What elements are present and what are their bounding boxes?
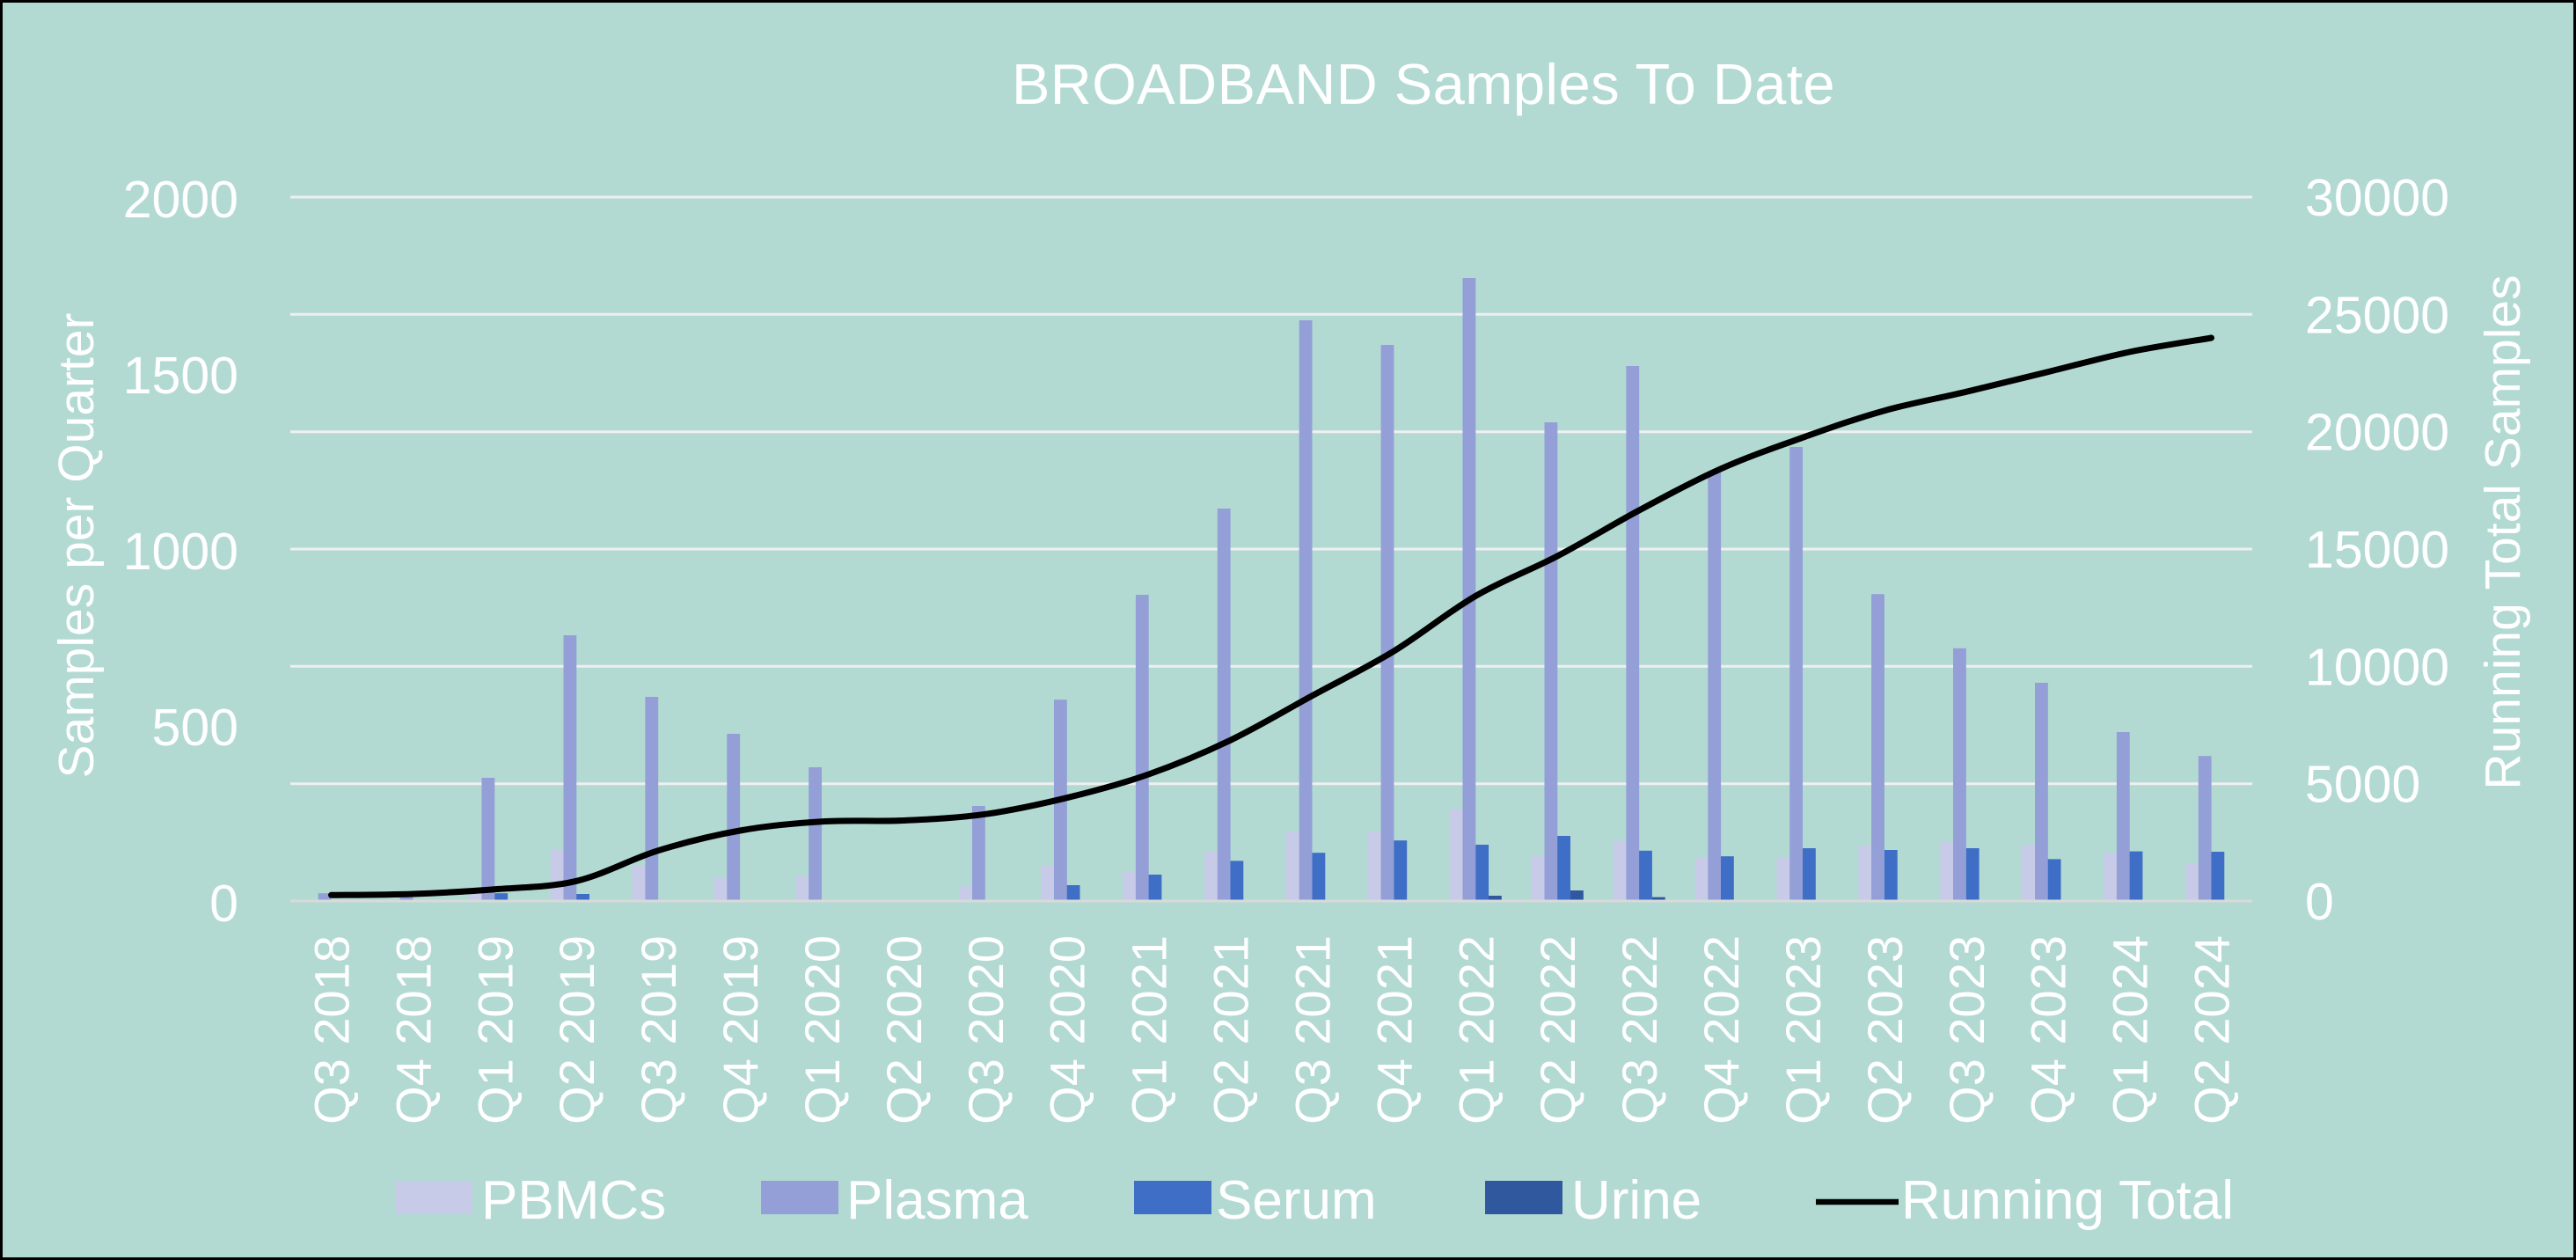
svg-text:25000: 25000 — [2305, 286, 2449, 344]
svg-text:2000: 2000 — [123, 171, 238, 229]
svg-text:Q2 2019: Q2 2019 — [549, 935, 604, 1124]
svg-text:Q1 2023: Q1 2023 — [1775, 935, 1831, 1124]
svg-text:500: 500 — [152, 699, 238, 757]
svg-text:5000: 5000 — [2305, 756, 2420, 814]
svg-text:15000: 15000 — [2305, 521, 2449, 579]
svg-text:0: 0 — [209, 875, 238, 933]
svg-text:Q3 2020: Q3 2020 — [958, 935, 1014, 1124]
svg-text:Q4 2018: Q4 2018 — [385, 935, 441, 1124]
svg-text:Q4 2023: Q4 2023 — [2021, 935, 2076, 1124]
svg-text:Q2 2022: Q2 2022 — [1530, 935, 1585, 1124]
svg-text:Q4 2022: Q4 2022 — [1694, 935, 1749, 1124]
svg-text:Q3 2023: Q3 2023 — [1939, 935, 1994, 1124]
svg-text:Q1 2024: Q1 2024 — [2103, 935, 2158, 1124]
svg-text:Q4 2021: Q4 2021 — [1366, 935, 1422, 1124]
svg-text:10000: 10000 — [2305, 638, 2449, 696]
svg-text:Q2 2024: Q2 2024 — [2184, 935, 2240, 1124]
svg-text:Urine: Urine — [1571, 1170, 1701, 1231]
svg-text:Q1 2021: Q1 2021 — [1122, 935, 1177, 1124]
svg-text:Serum: Serum — [1216, 1170, 1377, 1231]
svg-text:Q1 2019: Q1 2019 — [467, 935, 523, 1124]
svg-text:1000: 1000 — [123, 523, 238, 581]
svg-text:Q2 2020: Q2 2020 — [876, 935, 932, 1124]
svg-text:Q1 2022: Q1 2022 — [1448, 935, 1504, 1124]
svg-text:Running Total Samples: Running Total Samples — [2475, 275, 2531, 789]
svg-text:Samples per Quarter: Samples per Quarter — [48, 312, 105, 778]
svg-text:Q2 2023: Q2 2023 — [1857, 935, 1913, 1124]
svg-text:30000: 30000 — [2305, 169, 2449, 227]
svg-text:Q1 2020: Q1 2020 — [794, 935, 850, 1124]
svg-text:Plasma: Plasma — [846, 1170, 1028, 1231]
svg-text:Q2 2021: Q2 2021 — [1204, 935, 1259, 1124]
svg-text:Q3 2018: Q3 2018 — [304, 935, 360, 1124]
svg-text:20000: 20000 — [2305, 404, 2449, 462]
svg-text:Running Total: Running Total — [1901, 1170, 2234, 1231]
svg-text:1500: 1500 — [123, 347, 238, 405]
svg-text:Q3 2022: Q3 2022 — [1612, 935, 1667, 1124]
svg-text:Q3 2019: Q3 2019 — [631, 935, 686, 1124]
svg-text:Q4 2019: Q4 2019 — [713, 935, 768, 1124]
svg-text:0: 0 — [2305, 873, 2334, 931]
svg-text:Q4 2020: Q4 2020 — [1040, 935, 1095, 1124]
svg-text:Q3 2021: Q3 2021 — [1285, 935, 1341, 1124]
svg-text:PBMCs: PBMCs — [481, 1170, 666, 1231]
svg-text:BROADBAND Samples To Date: BROADBAND Samples To Date — [1012, 52, 1835, 116]
